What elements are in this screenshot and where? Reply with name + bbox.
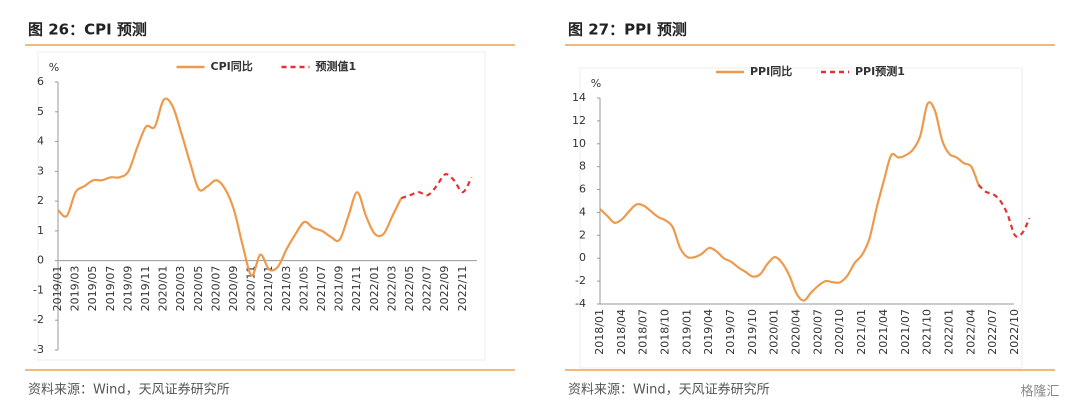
y-unit: % bbox=[591, 77, 601, 90]
y-tick-label: 5 bbox=[37, 105, 44, 118]
x-tick-label: 2022/01 bbox=[942, 309, 955, 355]
series-line bbox=[977, 184, 1031, 238]
x-tick-label: 2020/09 bbox=[227, 266, 240, 312]
x-tick-label: 2018/10 bbox=[659, 309, 672, 355]
series-line bbox=[400, 173, 473, 200]
x-tick-label: 2020/01 bbox=[768, 309, 781, 355]
x-tick-label: 2022/10 bbox=[1008, 309, 1021, 355]
x-tick-label: 2021/01 bbox=[262, 266, 275, 312]
x-tick-label: 2019/09 bbox=[121, 266, 134, 312]
y-tick-label: 0 bbox=[579, 251, 586, 264]
y-tick-label: 2 bbox=[579, 228, 586, 241]
y-tick-label: 4 bbox=[37, 135, 44, 148]
y-tick-label: -4 bbox=[575, 297, 586, 310]
y-tick-label: 2 bbox=[37, 194, 44, 207]
x-tick-label: 2020/01 bbox=[157, 266, 170, 312]
legend-label: 预测值1 bbox=[316, 59, 357, 73]
x-tick-label: 2018/01 bbox=[593, 309, 606, 355]
x-tick-label: 2021/07 bbox=[899, 309, 912, 355]
series-line bbox=[57, 97, 403, 277]
x-tick-label: 2020/11 bbox=[245, 266, 258, 312]
source: 资料来源：Wind，天风证券研究所 bbox=[568, 382, 770, 398]
x-tick-label: 2021/01 bbox=[855, 309, 868, 355]
chart-title: 图 27：PPI 预测 bbox=[568, 21, 687, 39]
source: 资料来源：Wind，天风证券研究所 bbox=[28, 382, 230, 398]
x-tick-label: 2020/04 bbox=[790, 309, 803, 355]
y-tick-label: 6 bbox=[37, 75, 44, 88]
x-tick-label: 2021/04 bbox=[877, 309, 890, 355]
x-tick-label: 2019/05 bbox=[86, 266, 99, 312]
x-tick-label: 2020/03 bbox=[174, 266, 187, 312]
x-tick-label: 2020/05 bbox=[192, 266, 205, 312]
x-tick-label: 2021/03 bbox=[280, 266, 293, 312]
y-tick-label: 8 bbox=[579, 160, 586, 173]
y-tick-label: 12 bbox=[572, 114, 586, 127]
x-tick-label: 2019/07 bbox=[104, 266, 117, 312]
x-tick-label: 2022/01 bbox=[368, 266, 381, 312]
y-tick-label: 0 bbox=[37, 254, 44, 267]
series-line bbox=[599, 101, 980, 302]
y-tick-label: 3 bbox=[37, 164, 44, 177]
x-tick-label: 2022/05 bbox=[403, 266, 416, 312]
y-tick-label: 4 bbox=[579, 205, 586, 218]
x-tick-label: 2019/01 bbox=[51, 266, 64, 312]
x-tick-label: 2020/10 bbox=[833, 309, 846, 355]
x-tick-label: 2018/07 bbox=[637, 309, 650, 355]
y-tick-label: -3 bbox=[33, 343, 44, 356]
x-tick-label: 2022/04 bbox=[964, 309, 977, 355]
plot-frame bbox=[579, 67, 1023, 369]
watermark: 格隆汇 bbox=[1020, 384, 1059, 400]
x-tick-label: 2020/07 bbox=[811, 309, 824, 355]
x-tick-label: 2021/10 bbox=[921, 309, 934, 355]
x-tick-label: 2021/09 bbox=[333, 266, 346, 312]
x-tick-label: 2022/11 bbox=[456, 266, 469, 312]
y-tick-label: 1 bbox=[37, 224, 44, 237]
plot-frame bbox=[37, 51, 486, 361]
x-tick-label: 2021/05 bbox=[297, 266, 310, 312]
y-tick-label: -2 bbox=[33, 313, 44, 326]
x-tick-label: 2019/07 bbox=[724, 309, 737, 355]
x-tick-label: 2019/03 bbox=[69, 266, 82, 312]
x-tick-label: 2019/11 bbox=[139, 266, 152, 312]
y-tick-label: 6 bbox=[579, 183, 586, 196]
legend-label: PPI预测1 bbox=[855, 64, 905, 78]
x-tick-label: 2021/11 bbox=[350, 266, 363, 312]
chart-title: 图 26：CPI 预测 bbox=[28, 21, 147, 39]
x-tick-label: 2019/04 bbox=[702, 309, 715, 355]
y-tick-label: -2 bbox=[575, 274, 586, 287]
legend-label: PPI同比 bbox=[750, 64, 792, 78]
x-tick-label: 2022/03 bbox=[385, 266, 398, 312]
x-tick-label: 2022/09 bbox=[438, 266, 451, 312]
x-tick-label: 2018/04 bbox=[615, 309, 628, 355]
legend-label: CPI同比 bbox=[211, 59, 253, 73]
x-tick-label: 2022/07 bbox=[421, 266, 434, 312]
y-unit: % bbox=[49, 61, 59, 74]
y-tick-label: -1 bbox=[33, 283, 44, 296]
x-tick-label: 2021/07 bbox=[315, 266, 328, 312]
y-tick-label: 10 bbox=[572, 137, 586, 150]
x-tick-label: 2019/01 bbox=[680, 309, 693, 355]
y-tick-label: 14 bbox=[572, 91, 586, 104]
x-tick-label: 2022/07 bbox=[986, 309, 999, 355]
x-tick-label: 2019/10 bbox=[746, 309, 759, 355]
x-tick-label: 2020/07 bbox=[209, 266, 222, 312]
